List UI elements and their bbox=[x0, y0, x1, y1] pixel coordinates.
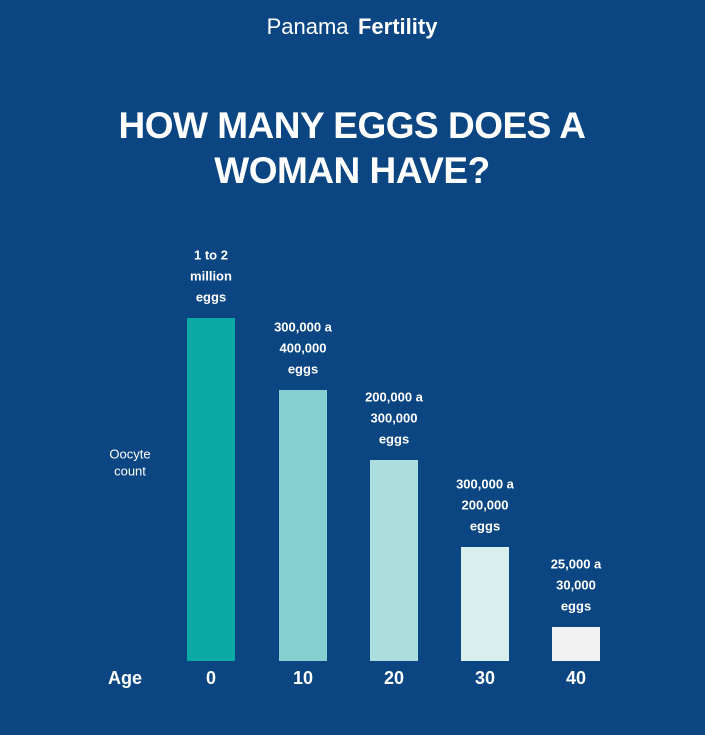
bar-label: eggs bbox=[288, 361, 318, 376]
x-tick-label: 30 bbox=[475, 668, 495, 688]
bar-label: 1 to 2 bbox=[194, 247, 228, 262]
title-line: WOMAN HAVE? bbox=[214, 150, 489, 191]
x-label: Age bbox=[108, 668, 142, 688]
bar-label: 300,000 bbox=[371, 410, 418, 425]
bar bbox=[461, 547, 509, 661]
bar-label: eggs bbox=[561, 598, 591, 613]
x-tick-label: 0 bbox=[206, 668, 216, 688]
x-tick-label: 20 bbox=[384, 668, 404, 688]
bar-label: eggs bbox=[470, 518, 500, 533]
brand-light: Panama bbox=[267, 14, 350, 39]
bar-label: eggs bbox=[379, 431, 409, 446]
title-line: HOW MANY EGGS DOES A bbox=[119, 105, 586, 146]
x-tick-label: 10 bbox=[293, 668, 313, 688]
bar-label: 300,000 a bbox=[274, 319, 333, 334]
bar bbox=[370, 460, 418, 661]
bar-label: 25,000 a bbox=[551, 556, 602, 571]
bar-label: eggs bbox=[196, 289, 226, 304]
y-label: Oocyte bbox=[109, 446, 150, 461]
brand-bold: Fertility bbox=[358, 14, 438, 39]
bar-label: 200,000 bbox=[462, 497, 509, 512]
bar-label: 30,000 bbox=[556, 577, 596, 592]
x-tick-label: 40 bbox=[566, 668, 586, 688]
brand: Panama Fertility bbox=[267, 14, 439, 39]
bar-label: 400,000 bbox=[280, 340, 327, 355]
y-label: count bbox=[114, 463, 146, 478]
bar bbox=[552, 627, 600, 661]
bar-label: million bbox=[190, 268, 232, 283]
bar-label: 300,000 a bbox=[456, 476, 515, 491]
bar bbox=[279, 390, 327, 661]
bar-label: 200,000 a bbox=[365, 389, 424, 404]
bar bbox=[187, 318, 235, 661]
